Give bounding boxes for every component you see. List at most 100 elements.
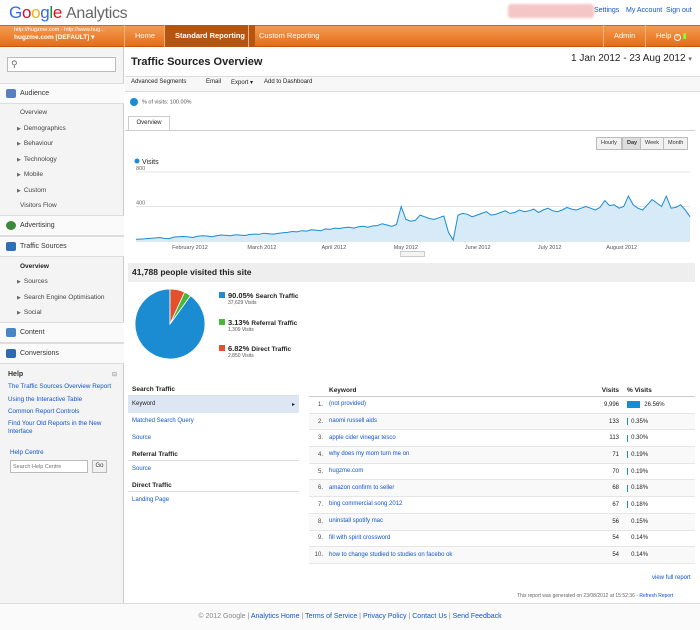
sidebar-item-sources[interactable]: ▶ Sources [0, 278, 124, 285]
keyword-link[interactable]: why does my mom turn me on [329, 451, 410, 458]
help-link[interactable]: Common Report Controls [8, 408, 80, 415]
chevron-down-icon: ▾ [91, 34, 95, 41]
visits-area [136, 196, 690, 241]
tab-custom-reporting[interactable]: Custom Reporting [248, 25, 329, 47]
keyword-link[interactable]: uninstall spotify mac [329, 518, 384, 525]
legend-direct-traffic[interactable]: 6.82% Direct Traffic 2,850 Visits [219, 344, 291, 359]
y-axis-ticks: 400 800 [136, 166, 145, 207]
nav-landing-page[interactable]: Landing Page [132, 497, 170, 503]
my-account-link[interactable]: My Account [626, 7, 663, 14]
sidebar-item-mobile[interactable]: ▶ Mobile [0, 171, 124, 178]
visits-value: 113 [609, 435, 619, 442]
sidebar-item-overview[interactable]: Overview [20, 109, 48, 116]
tab-admin[interactable]: Admin [603, 25, 647, 47]
row-number: 3. [317, 435, 323, 442]
footer-analytics-home[interactable]: Analytics Home [250, 613, 300, 620]
visits-chart[interactable]: Visits February 2012 March 2012 April 2012… [130, 152, 692, 260]
keyword-link[interactable]: (not provided) [329, 401, 367, 408]
help-search-input[interactable] [10, 460, 88, 473]
sidebar-item-advertising[interactable]: Advertising [0, 215, 124, 236]
tab-overview[interactable]: Overview [128, 116, 170, 131]
keyword-link[interactable]: apple cider vinegar tesco [329, 434, 396, 441]
granularity-hourly[interactable]: Hourly [596, 137, 622, 150]
legend-pct: 6.82% [228, 344, 250, 353]
sidebar-item-demographics[interactable]: ▶ Demographics [0, 125, 124, 132]
col-pct-visits[interactable]: % Visits [627, 386, 652, 394]
footer-contact[interactable]: Contact Us [412, 613, 447, 620]
sidebar-item-technology[interactable]: ▶ Technology [0, 156, 124, 163]
google-analytics-logo[interactable]: Google Analytics [9, 3, 128, 22]
copyright: © 2012 Google [198, 613, 246, 620]
x-tick-label: July 2012 [538, 245, 562, 251]
col-visits[interactable]: Visits [601, 386, 619, 394]
row-number: 9. [317, 535, 323, 542]
footer: © 2012 Google | Analytics Home | Terms o… [0, 603, 700, 630]
help-centre-link[interactable]: Help Centre [10, 449, 44, 456]
keyword-link[interactable]: bing commercial song 2012 [329, 501, 403, 508]
segment-pie-icon [130, 98, 138, 106]
x-tick-label: May 2012 [394, 245, 418, 251]
expand-icon: ▶ [17, 295, 21, 301]
pct-cell: 0.15% [619, 518, 695, 526]
legend-referral-traffic[interactable]: 3.13% Referral Traffic 1,309 Visits [219, 318, 297, 333]
keyword-link[interactable]: how to change studied to studies on face… [329, 551, 453, 558]
account-selector[interactable]: http://hugzme.com - http://www.hug... hu… [14, 27, 105, 41]
sidebar-label: Audience [20, 90, 50, 97]
footer-privacy[interactable]: Privacy Policy [362, 613, 407, 620]
sidebar-item-seo[interactable]: ▶ Search Engine Optimisation [0, 294, 124, 301]
sidebar-item-conversions[interactable]: Conversions [0, 343, 124, 364]
sidebar-item-social[interactable]: ▶ Social [0, 309, 124, 316]
nav-referral-source[interactable]: Source [132, 466, 152, 472]
export-button[interactable]: Export ▾ [231, 80, 254, 86]
go-button[interactable]: Go [92, 460, 107, 473]
sidebar-item-custom[interactable]: ▶ Custom [0, 187, 124, 194]
granularity-week[interactable]: Week [640, 137, 664, 150]
visitors-summary: 41,788 people visited this site [128, 263, 695, 282]
table-row: 6. amazon confirm to seller 68 0.18% [309, 480, 695, 498]
keyword-link[interactable]: fill with spirit crossword [329, 534, 391, 541]
chart-resize-handle[interactable] [400, 251, 425, 257]
footer-terms[interactable]: Terms of Service [305, 613, 358, 620]
nav-search-source[interactable]: Source [132, 435, 152, 441]
legend-swatch [219, 345, 225, 351]
collapse-icon[interactable]: ⊟ [112, 372, 118, 378]
sidebar-item-visitors-flow[interactable]: Visitors Flow [20, 202, 57, 209]
refresh-report-link[interactable]: Refresh Report [639, 593, 674, 599]
sidebar-item-audience[interactable]: Audience [0, 83, 124, 104]
tab-home[interactable]: Home [124, 25, 165, 47]
keyword-link[interactable]: hugzme.com [329, 468, 364, 475]
nav-keyword[interactable]: Keyword ▸ [128, 396, 299, 413]
sign-out-link[interactable]: Sign out [666, 7, 692, 14]
settings-link[interactable]: Settings [594, 7, 620, 14]
help-link[interactable]: The Traffic Sources Overview Report [8, 383, 112, 390]
view-full-report-link[interactable]: view full report [652, 575, 691, 581]
help-link[interactable]: Using the Interactive Table [8, 396, 83, 403]
chevron-right-icon: ▸ [291, 402, 295, 408]
nav-matched-search-query[interactable]: Matched Search Query [132, 418, 194, 424]
sidebar-item-behaviour[interactable]: ▶ Behaviour [0, 140, 124, 147]
date-range-picker[interactable]: 1 Jan 2012 - 23 Aug 2012 ▾ [571, 53, 692, 64]
tab-standard-reporting[interactable]: Standard Reporting [164, 25, 256, 47]
people-icon [6, 89, 16, 98]
visits-percent: % of visits: 100.00% [142, 99, 192, 106]
keyword-link[interactable]: naomi russell aids [329, 418, 378, 425]
keyword-link[interactable]: amazon confirm to seller [329, 484, 395, 491]
sidebar-item-traffic-overview[interactable]: Overview [20, 263, 49, 270]
content-icon [6, 328, 16, 337]
email-button[interactable]: Email [206, 79, 222, 85]
granularity-month[interactable]: Month [663, 137, 689, 150]
sidebar-item-content[interactable]: Content [0, 322, 124, 343]
col-keyword[interactable]: Keyword [329, 386, 357, 394]
advanced-segments-button[interactable]: Advanced Segments [131, 79, 187, 85]
footer-feedback[interactable]: Send Feedback [452, 613, 502, 620]
help-menu[interactable]: Help ? ▮ [646, 25, 697, 47]
user-email-redacted [508, 4, 594, 18]
sidebar-item-traffic-sources[interactable]: Traffic Sources [0, 236, 124, 257]
sidebar-search-input[interactable]: ⚲ [7, 57, 116, 72]
help-link[interactable]: Find Your Old Reports in the New Interfa… [8, 420, 102, 435]
add-to-dashboard-button[interactable]: Add to Dashboard [264, 79, 313, 85]
help-title: Help [8, 371, 24, 378]
table-row: 9. fill with spirit crossword 54 0.14% [309, 530, 695, 548]
legend-search-traffic[interactable]: 90.05% Search Traffic 37,629 Visits [219, 291, 299, 306]
visits-value: 71 [612, 451, 619, 458]
